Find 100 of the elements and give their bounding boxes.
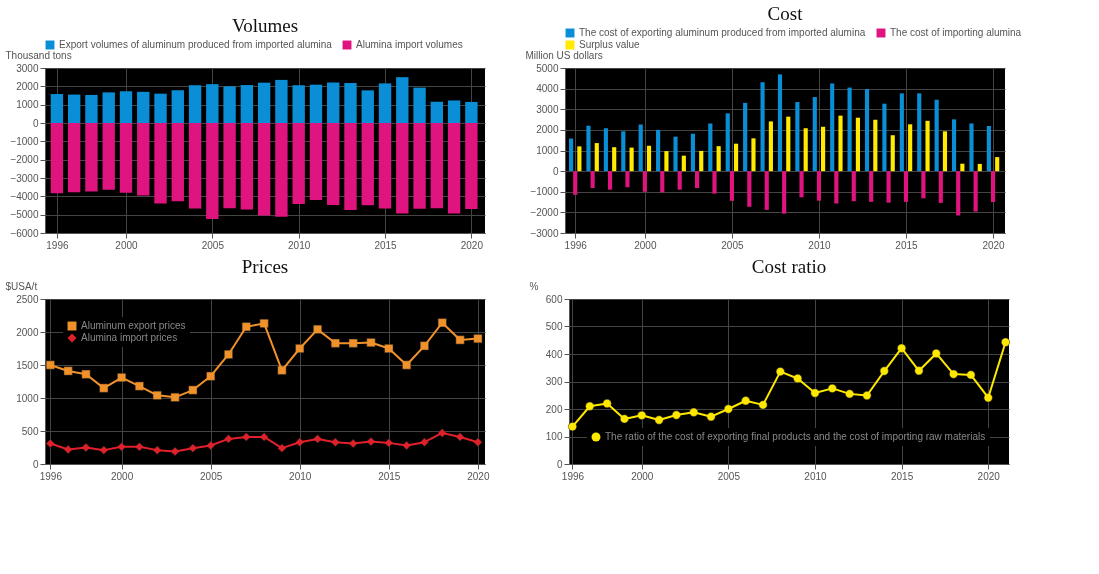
bar (960, 163, 965, 172)
y-tick-label: 4000 (536, 83, 559, 95)
y-tick-label: 300 (545, 376, 563, 387)
bar (154, 123, 167, 204)
bar (795, 102, 800, 172)
point (277, 365, 287, 375)
point (437, 318, 447, 328)
bar (855, 117, 860, 172)
point (295, 437, 305, 447)
y-tick-label: 0 (556, 458, 563, 470)
bar (990, 171, 996, 203)
point (473, 334, 483, 344)
bar (171, 90, 184, 123)
bar (590, 171, 595, 189)
legend-label: Aluminum export prices (81, 320, 186, 331)
point (99, 383, 109, 393)
x-tick-label: 2010 (289, 470, 312, 482)
x-tick-label: 2005 (201, 239, 225, 251)
y-tick-label: 2000 (16, 326, 39, 338)
bar (733, 143, 739, 172)
bar (690, 133, 696, 172)
bar (430, 123, 444, 209)
bar (465, 101, 478, 123)
bar (188, 85, 202, 123)
bar (629, 147, 634, 172)
chart-title: Volumes (231, 15, 299, 36)
bar (257, 123, 271, 216)
y-tick-label: 3000 (536, 103, 559, 115)
y-tick-label: 500 (545, 321, 563, 332)
bar (275, 123, 288, 217)
bar (594, 143, 599, 172)
x-tick-label: 2000 (634, 239, 657, 251)
bar (85, 94, 98, 123)
bar (782, 171, 787, 214)
y-tick-label: 3000 (16, 62, 39, 74)
bar (851, 171, 856, 202)
bar (812, 97, 817, 172)
y-tick-label: 0 (552, 165, 559, 177)
bar (942, 131, 948, 172)
bar (568, 138, 574, 172)
bar (882, 103, 887, 172)
bar (378, 83, 392, 123)
point (330, 338, 340, 348)
x-tick-label: 2000 (110, 470, 134, 482)
point (473, 437, 483, 447)
legend-label: The cost of importing alumina (890, 27, 1022, 38)
bar (873, 119, 878, 172)
bar (275, 79, 288, 123)
bar (830, 83, 835, 172)
legend-label: Alumina import volumes (356, 39, 463, 50)
y-tick-label: −6000 (10, 227, 39, 239)
point (99, 445, 109, 455)
bar (361, 123, 374, 206)
x-tick-label: 1996 (46, 239, 69, 251)
x-tick-label: 2005 (721, 239, 744, 251)
y-tick-label: 1000 (16, 99, 39, 111)
x-tick-label: 2020 (982, 239, 1006, 251)
chart-title: Cost ratio (751, 256, 827, 277)
y-tick-label: 100 (545, 431, 563, 442)
point (81, 369, 91, 379)
bar (67, 94, 81, 123)
bar (973, 171, 978, 212)
bar (786, 116, 791, 172)
bar (154, 93, 167, 123)
chart-title: Prices (241, 256, 289, 277)
y-tick-label: −3000 (10, 172, 39, 184)
point (654, 415, 664, 425)
point (384, 438, 394, 448)
y-tick-label: −5000 (10, 209, 39, 221)
bar (67, 123, 81, 193)
x-tick-label: 2005 (200, 470, 223, 482)
bar (699, 150, 704, 172)
bar (951, 119, 957, 172)
bar (747, 171, 752, 207)
bar (716, 146, 721, 172)
bar (327, 82, 340, 123)
bar (834, 171, 839, 204)
bar (206, 123, 219, 220)
bar (50, 123, 64, 194)
bar (188, 123, 202, 209)
y-tick-label: −4000 (10, 190, 39, 202)
bar (695, 171, 700, 189)
x-tick-label: 2010 (288, 239, 311, 251)
point (620, 414, 629, 424)
y-tick-label: 2500 (16, 293, 39, 305)
bar (625, 171, 630, 188)
bar (240, 123, 254, 210)
chart-title: Cost (767, 3, 804, 24)
bar (646, 145, 652, 172)
y-tick-label: −2000 (10, 154, 39, 166)
bar (223, 86, 236, 123)
bar (777, 74, 783, 172)
bar (361, 90, 374, 123)
point (45, 439, 55, 448)
bar (586, 125, 591, 172)
bar (430, 101, 444, 123)
x-tick-label: 2020 (977, 470, 1001, 482)
bar (712, 171, 717, 194)
legend-label: Export volumes of aluminum produced from imported alumina (59, 39, 333, 50)
bar (751, 138, 756, 172)
